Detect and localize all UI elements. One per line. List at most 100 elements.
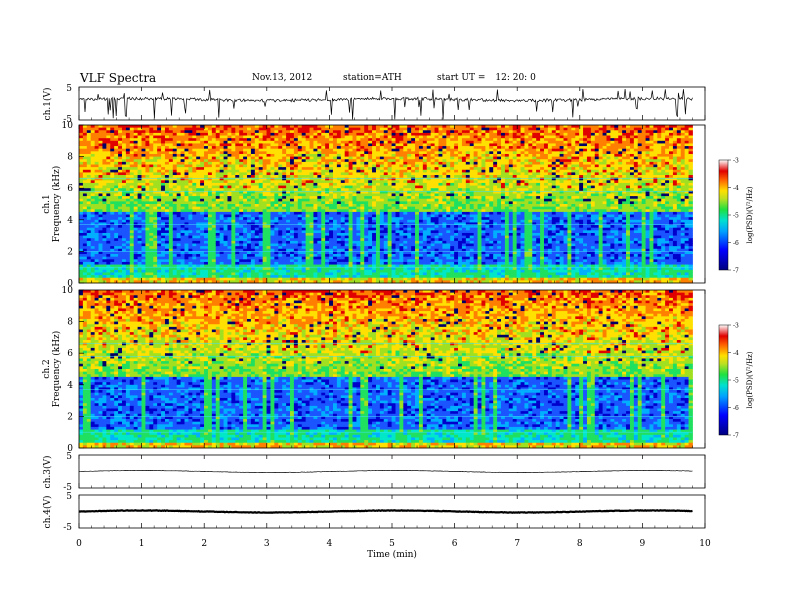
spectrogram-cell <box>200 215 204 218</box>
spectrogram-cell <box>122 278 126 281</box>
spectrogram-cell <box>177 136 181 139</box>
spectrogram-cell <box>173 138 177 141</box>
spectrogram-cell <box>110 254 114 257</box>
spectrogram-cell <box>212 133 216 136</box>
spectrogram-cell <box>161 251 165 254</box>
spectrogram-cell <box>130 262 134 265</box>
spectrogram-cell <box>134 215 138 218</box>
spectrogram-cell <box>165 233 169 236</box>
spectrogram-cell <box>200 244 204 247</box>
spectrogram-cell <box>188 217 192 220</box>
spectrogram-cell <box>106 136 110 139</box>
spectrogram-cell <box>212 257 216 260</box>
spectrogram-cell <box>161 146 165 149</box>
spectrogram-cell <box>188 125 192 128</box>
spectrogram-cell <box>169 146 173 149</box>
spectrogram-cell <box>102 251 106 254</box>
spectrogram-cell <box>102 222 106 225</box>
spectrogram-cell <box>153 212 157 215</box>
spectrogram-cell <box>216 175 220 178</box>
spectrogram-cell <box>91 254 95 257</box>
spectrogram-cell <box>122 201 126 204</box>
spectrogram-cell <box>212 136 216 139</box>
spectrogram-cell <box>138 165 142 168</box>
spectrogram-cell <box>196 215 200 218</box>
spectrogram-cell <box>102 233 106 236</box>
spectrogram-cell <box>204 165 208 168</box>
spectrogram-cell <box>185 272 189 275</box>
spectrogram-cell <box>106 149 110 152</box>
spectrogram-cell <box>169 136 173 139</box>
spectrogram-cell <box>157 136 161 139</box>
spectrogram-cell <box>192 244 196 247</box>
spectrogram-cell <box>196 257 200 260</box>
spectrogram-cell <box>95 128 99 131</box>
spectrogram-cell <box>200 272 204 275</box>
spectrogram-cell <box>220 125 224 128</box>
spectrogram-cell <box>106 257 110 260</box>
spectrogram-cell <box>138 170 142 173</box>
spectrogram-cell <box>157 130 161 133</box>
spectrogram-cell <box>106 267 110 270</box>
spectrogram-cell <box>216 222 220 225</box>
spectrogram-cell <box>106 222 110 225</box>
spectrogram-cell <box>87 186 91 189</box>
spectrogram-cell <box>188 238 192 241</box>
spectrogram-cell <box>216 220 220 223</box>
spectrogram-cell <box>161 270 165 273</box>
spectrogram-cell <box>161 238 165 241</box>
spectrogram-cell <box>87 204 91 207</box>
spectrogram-cell <box>130 188 134 191</box>
spectrogram-cell <box>95 183 99 186</box>
spectrogram-cell <box>149 186 153 189</box>
spectrogram-cell <box>83 275 87 278</box>
spectrogram-cell <box>142 254 146 257</box>
spectrogram-cell <box>188 130 192 133</box>
spectrogram-cell <box>110 236 114 239</box>
spectrogram-cell <box>157 236 161 239</box>
spectrogram-cell <box>79 207 83 210</box>
spectrogram-cell <box>157 238 161 241</box>
spectrogram-cell <box>87 149 91 152</box>
spectrogram-cell <box>153 125 157 128</box>
spectrogram-cell <box>130 125 134 128</box>
spectrogram-cell <box>114 212 118 215</box>
spectrogram-cell <box>165 180 169 183</box>
spectrogram-cell <box>122 128 126 131</box>
spectrogram-cell <box>192 278 196 281</box>
spectrogram-cell <box>142 244 146 247</box>
spectrogram-cell <box>134 272 138 275</box>
spectrogram-cell <box>126 215 130 218</box>
spectrogram-cell <box>196 251 200 254</box>
spectrogram-cell <box>165 149 169 152</box>
spectrogram-cell <box>114 193 118 196</box>
spectrogram-cell <box>181 154 185 157</box>
spectrogram-cell <box>149 209 153 212</box>
spectrogram-cell <box>99 246 103 249</box>
spectrogram-cell <box>200 149 204 152</box>
spectrogram-cell <box>110 178 114 181</box>
spectrogram-cell <box>157 251 161 254</box>
spectrogram-cell <box>126 207 130 210</box>
spectrogram-cell <box>106 159 110 162</box>
spectrogram-cell <box>149 180 153 183</box>
spectrogram-cell <box>169 170 173 173</box>
spectrogram-cell <box>185 207 189 210</box>
spectrogram-cell <box>145 238 149 241</box>
spectrogram-cell <box>142 178 146 181</box>
spectrogram-cell <box>208 225 212 228</box>
spectrogram-cell <box>118 236 122 239</box>
spectrogram-cell <box>95 154 99 157</box>
spectrogram-cell <box>212 259 216 262</box>
spectrogram-cell <box>99 178 103 181</box>
spectrogram-cell <box>192 138 196 141</box>
spectrogram-cell <box>173 251 177 254</box>
spectrogram-cell <box>122 180 126 183</box>
spectrogram-cell <box>185 230 189 233</box>
spectrogram-cell <box>118 262 122 265</box>
spectrogram-cell <box>185 236 189 239</box>
spectrogram-cell <box>134 236 138 239</box>
spectrogram-cell <box>79 259 83 262</box>
spectrogram-cell <box>102 201 106 204</box>
spectrogram-cell <box>110 143 114 146</box>
